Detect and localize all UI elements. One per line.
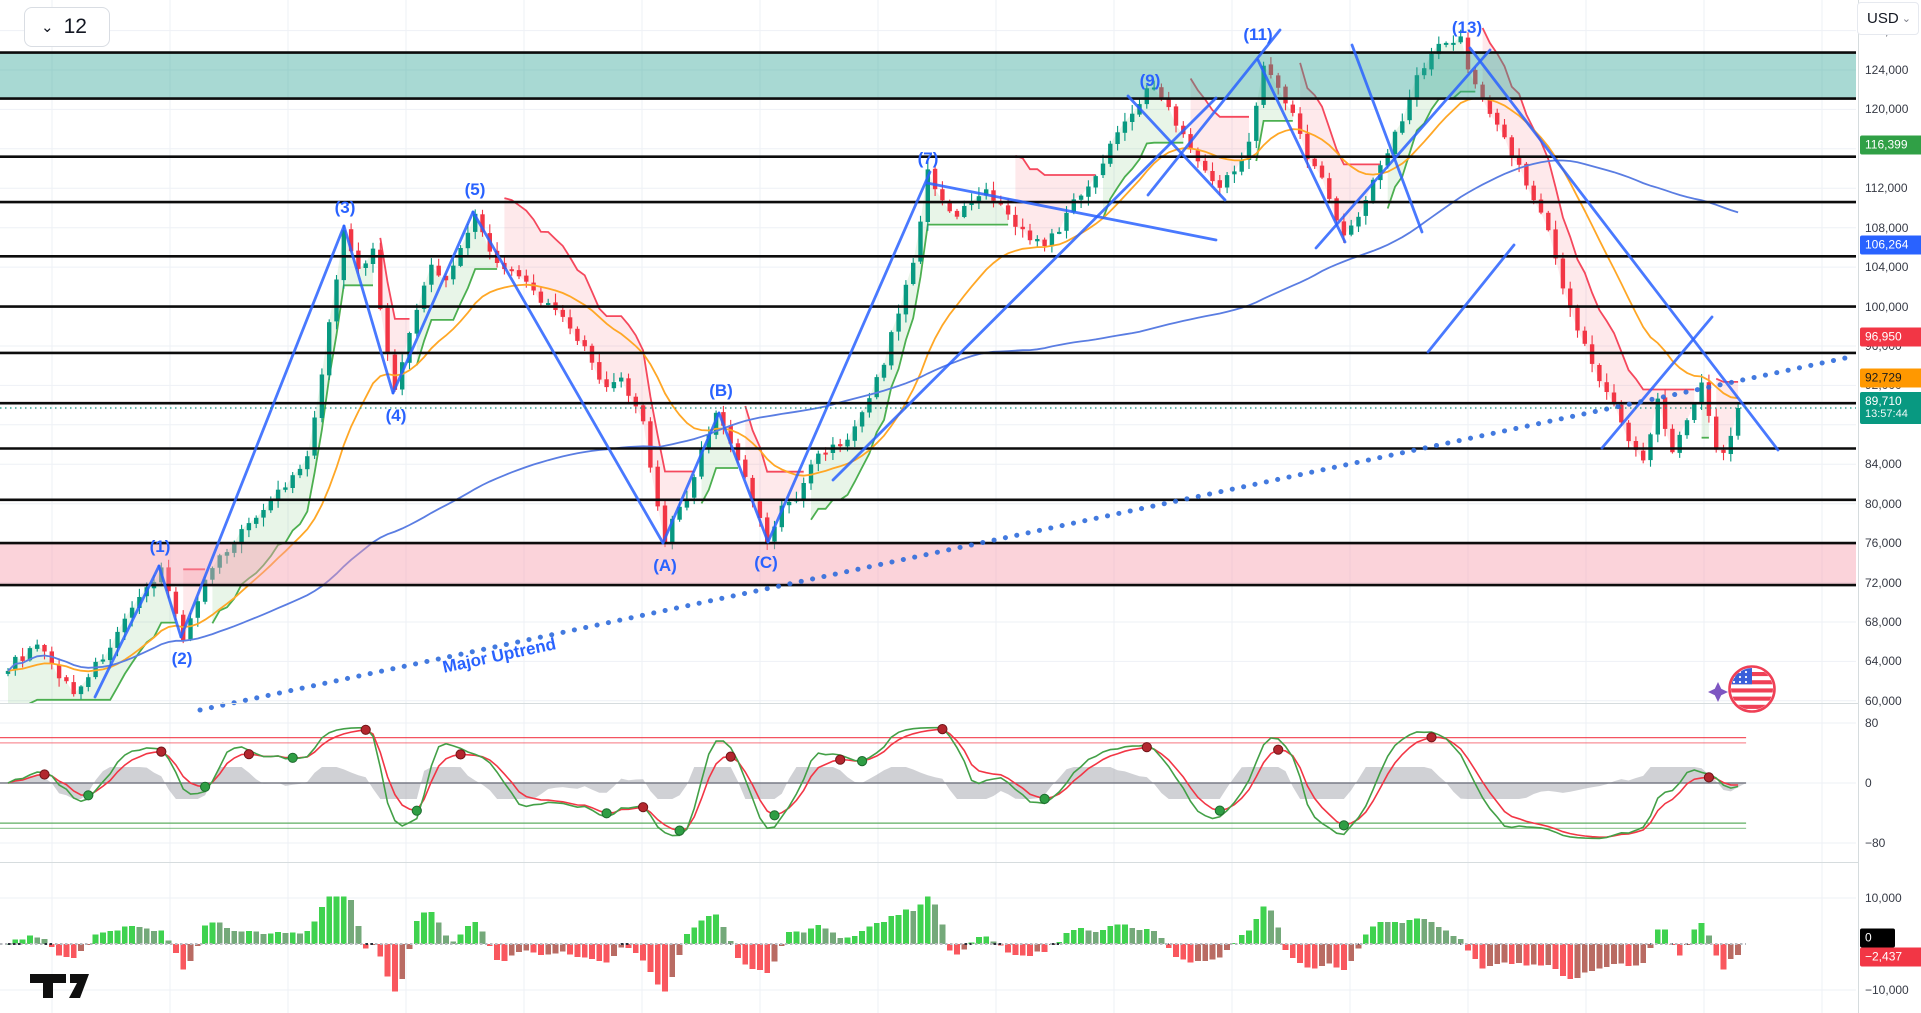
price-tick-124000: 124,000: [1865, 62, 1909, 77]
currency-dropdown[interactable]: USD ⌄: [1857, 2, 1919, 35]
wave-label-4[interactable]: (4): [385, 406, 407, 425]
wave-label-2[interactable]: (2): [171, 649, 193, 668]
price-tick-100000: 100,000: [1865, 299, 1909, 314]
price-tick-76000: 76,000: [1865, 536, 1902, 551]
interval-button[interactable]: ⌄ 12: [24, 7, 110, 47]
oscillator-tick-0: 0: [1865, 776, 1872, 790]
wave-label-5[interactable]: (5): [464, 180, 486, 199]
wave-label-7[interactable]: (7): [917, 149, 939, 168]
price-tick-120000: 120,000: [1865, 102, 1909, 117]
price-tick-72000: 72,000: [1865, 575, 1902, 590]
wave-label-13[interactable]: (13): [1451, 18, 1483, 37]
price-tick-84000: 84,000: [1865, 457, 1902, 472]
wave-label-11[interactable]: (11): [1243, 25, 1273, 44]
supertrend-badge: 96,950: [1860, 327, 1921, 347]
us-flag-event-icon[interactable]: [1706, 660, 1786, 716]
ema-badge: 92,729: [1860, 368, 1921, 388]
hist-zero-badge: 0: [1860, 928, 1895, 948]
oscillator-tick--80: −80: [1865, 836, 1886, 850]
upper-band-badge: 116,399: [1860, 135, 1921, 155]
price-tick-80000: 80,000: [1865, 496, 1902, 511]
price-tick-60000: 60,000: [1865, 693, 1902, 708]
tradingview-logo[interactable]: [28, 971, 118, 1001]
interval-label: 12: [63, 15, 87, 38]
currency-label: USD: [1867, 10, 1899, 27]
histogram-tick-10000: 10,000: [1865, 891, 1902, 905]
histogram-tick--10000: −10,000: [1865, 983, 1909, 997]
price-tick-112000: 112,000: [1865, 181, 1908, 196]
chevron-down-icon: ⌄: [1901, 13, 1911, 25]
sma-badge: 106,264: [1860, 235, 1921, 255]
wave-label-C[interactable]: (C): [754, 553, 778, 572]
wave-label-A[interactable]: (A): [653, 556, 677, 575]
current-price-badge: 89,710 13:57:44: [1860, 391, 1921, 424]
price-tick-104000: 104,000: [1865, 260, 1909, 275]
price-tick-64000: 64,000: [1865, 654, 1902, 669]
price-axis[interactable]: 128,000124,000120,000112,000108,000104,0…: [1858, 0, 1921, 1013]
wave-label-B[interactable]: (B): [709, 381, 733, 400]
hist-value-badge: −2,437: [1860, 947, 1921, 967]
price-tick-108000: 108,000: [1865, 220, 1909, 235]
oscillator-tick-80: 80: [1865, 716, 1879, 730]
wave-label-1[interactable]: (1): [149, 537, 171, 556]
wave-label-3[interactable]: (3): [334, 198, 356, 217]
wave-label-9[interactable]: (9): [1139, 71, 1161, 90]
price-tick-68000: 68,000: [1865, 614, 1902, 629]
chevron-down-icon: ⌄: [41, 19, 54, 36]
